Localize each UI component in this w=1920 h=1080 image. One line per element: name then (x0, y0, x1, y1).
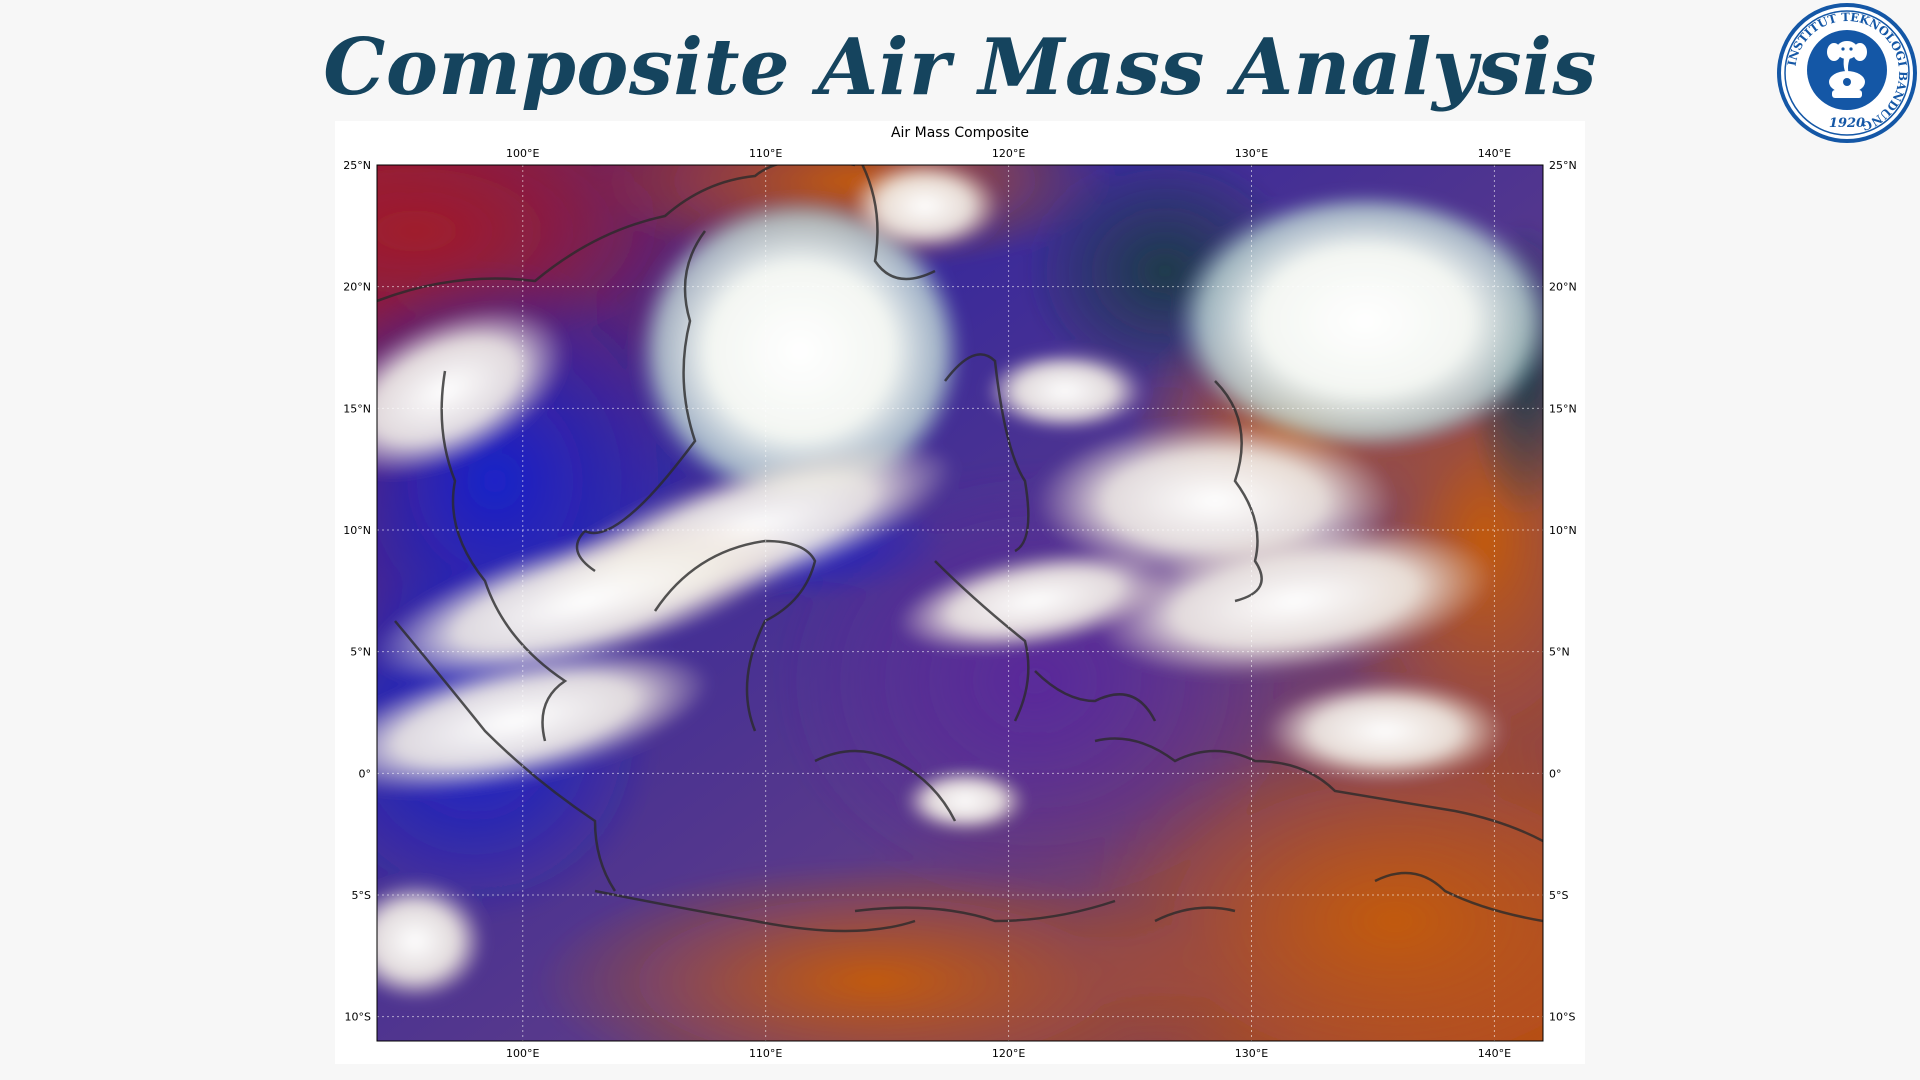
x-tick-label-bottom: 130°E (1235, 1047, 1268, 1060)
y-tick-label-right: 15°N (1549, 402, 1577, 415)
itb-logo: INSTITUT TEKNOLOGI BANDUNG 1920 (1777, 3, 1917, 143)
y-tick-label-right: 0° (1549, 767, 1562, 780)
y-tick-label-left: 5°N (350, 646, 371, 659)
chart-figure: Air Mass Composite (335, 121, 1585, 1064)
tick-labels: 100°E 100°E 110°E 110°E 120°E 120°E 130°E 130°E… (343, 147, 1576, 1060)
x-tick-label-bottom: 140°E (1478, 1047, 1511, 1060)
y-tick-label-right: 20°N (1549, 281, 1577, 294)
y-tick-label-left: 5°S (352, 889, 371, 902)
y-tick-label-right: 10°N (1549, 524, 1577, 537)
y-tick-label-left: 0° (359, 767, 372, 780)
y-tick-label-left: 10°N (343, 524, 371, 537)
y-tick-label-right: 25°N (1549, 159, 1577, 172)
x-tick-label-top: 120°E (992, 147, 1025, 160)
chart-title: Air Mass Composite (891, 125, 1029, 141)
x-tick-label-top: 110°E (749, 147, 782, 160)
x-tick-label-top: 140°E (1478, 147, 1511, 160)
x-tick-label-bottom: 120°E (992, 1047, 1025, 1060)
x-tick-label-bottom: 100°E (506, 1047, 539, 1060)
logo-year: 1920 (1829, 116, 1865, 131)
x-tick-label-top: 100°E (506, 147, 539, 160)
y-tick-label-right: 10°S (1549, 1011, 1575, 1024)
y-tick-label-left: 20°N (343, 281, 371, 294)
air-mass-map: Air Mass Composite (343, 125, 1576, 1060)
plot-frame (376, 164, 1544, 1042)
page-title: Composite Air Mass Analysis (323, 22, 1597, 113)
satellite-image (377, 165, 1543, 1041)
y-tick-label-left: 25°N (343, 159, 371, 172)
ganesha-figure-icon (1827, 41, 1867, 98)
x-tick-label-top: 130°E (1235, 147, 1268, 160)
y-tick-label-left: 10°S (345, 1011, 371, 1024)
y-tick-label-left: 15°N (343, 402, 371, 415)
y-tick-label-right: 5°N (1549, 646, 1570, 659)
coastlines (377, 165, 1543, 933)
y-tick-label-right: 5°S (1549, 889, 1568, 902)
x-tick-label-bottom: 110°E (749, 1047, 782, 1060)
